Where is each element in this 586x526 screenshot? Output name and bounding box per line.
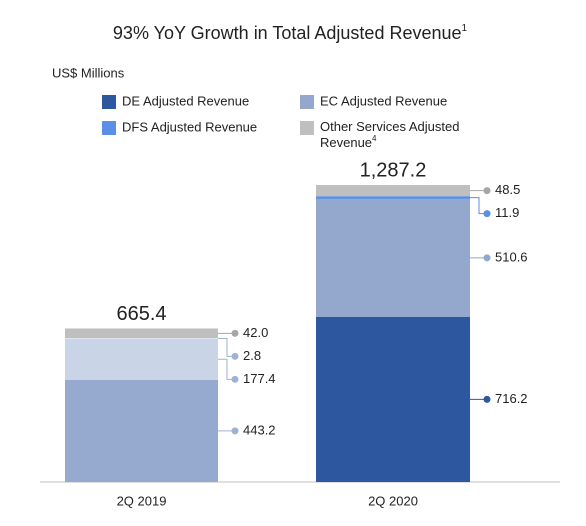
legend-swatch <box>102 95 116 109</box>
value-label: 48.5 <box>495 182 520 197</box>
legend-label: EC Adjusted Revenue <box>320 93 447 108</box>
value-label: 443.2 <box>243 422 276 437</box>
label-dot <box>483 187 491 195</box>
legend-swatch <box>300 95 314 109</box>
bar-segment <box>316 316 470 482</box>
legend-label: DE Adjusted Revenue <box>122 93 249 108</box>
bar-segment <box>65 328 218 339</box>
title-note: 1 <box>462 23 468 34</box>
bar-segment <box>316 185 470 197</box>
value-label: 42.0 <box>243 325 268 340</box>
legend-note: 4 <box>372 134 377 143</box>
connector <box>470 197 487 215</box>
connector <box>218 358 235 380</box>
legend-swatch <box>102 121 116 135</box>
label-dot <box>231 375 239 383</box>
total-label: 665.4 <box>116 303 166 325</box>
value-label: 11.9 <box>495 205 519 220</box>
subtitle: US$ Millions <box>52 65 125 80</box>
bar-segment <box>65 338 218 380</box>
legend-label-text: Other Services Adjusted <box>320 119 459 134</box>
legend-label: Other Services Adjusted Revenue4 <box>320 119 459 150</box>
label-dot <box>231 352 239 360</box>
title-text: 93% YoY Growth in Total Adjusted Revenue <box>113 23 462 43</box>
bar-segment <box>65 379 218 482</box>
label-dot <box>483 210 491 218</box>
legend-label-text: Revenue <box>320 135 372 150</box>
bar-segment <box>65 338 218 339</box>
legend-label: DFS Adjusted Revenue <box>122 119 257 134</box>
value-label: 716.2 <box>495 391 528 406</box>
bar-segment <box>316 198 470 317</box>
category-label: 2Q 2020 <box>368 493 418 508</box>
label-dot <box>231 427 239 435</box>
value-label: 2.8 <box>243 348 261 363</box>
total-label: 1,287.2 <box>360 159 427 181</box>
label-dot <box>483 254 491 262</box>
legend-swatch <box>300 121 314 135</box>
category-label: 2Q 2019 <box>117 493 167 508</box>
bar-segment <box>316 196 470 199</box>
value-label: 177.4 <box>243 371 276 386</box>
label-dot <box>483 395 491 403</box>
label-dot <box>231 329 239 337</box>
value-label: 510.6 <box>495 249 528 264</box>
connector <box>218 337 235 357</box>
chart-title: 93% YoY Growth in Total Adjusted Revenue… <box>113 23 468 43</box>
